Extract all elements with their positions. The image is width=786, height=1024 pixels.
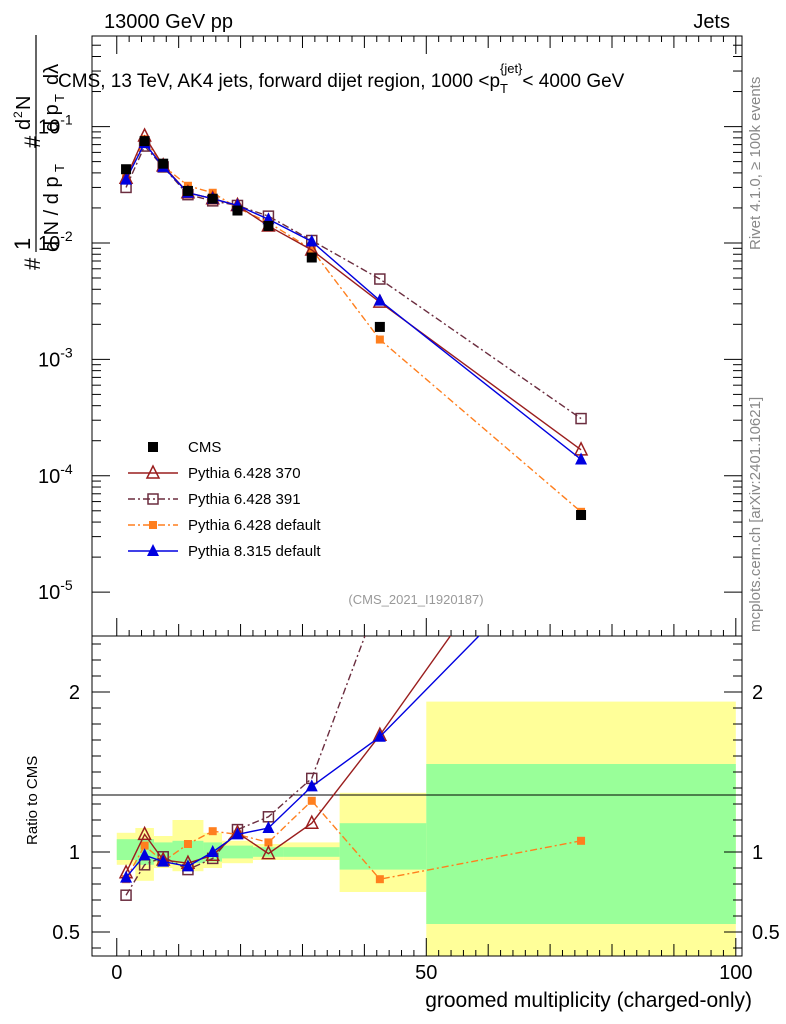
x-tick-label: 0 [111,962,122,984]
ratio-y-tick-label: 1 [69,842,80,864]
legend-label-cms: CMS [188,439,221,456]
band-inner [172,840,204,864]
ratio-line-pythia-6-428-391 [125,636,366,896]
main-point-cms [374,321,385,332]
main-point-pythia-6-428-391 [575,412,587,425]
ratio-point-pythia-8-315-default [138,848,151,861]
main-point-cms [263,220,274,231]
ratio-point-pythia-6-428-370 [304,814,319,829]
main-line-pythia-8-315-default [125,141,582,461]
ratio-y-tick-label: 2 [752,682,763,704]
ratio-line-pythia-8-315-default [125,636,480,879]
main-point-pythia-6-428-391 [374,273,386,285]
ratio-point-pythia-8-315-default [575,525,587,537]
ratio-point-pythia-8-315-default [120,870,133,883]
main-point-cms [232,205,243,216]
ratio-y-tick-label: 0.5 [752,922,780,944]
main-series [118,127,589,521]
mcplots-label: mcplots.cern.ch [arXiv:2401.10621] [747,397,764,632]
y-tick-label: 10-4 [38,461,73,488]
ratio-point-pythia-6-428-370 [137,825,152,841]
legend-marker-pythia-8-315-default [147,544,159,556]
svg-text:dλ: dλ [41,64,63,85]
main-line-pythia-6-428-370 [125,134,582,451]
ratio-point-pythia-8-315-default [181,859,194,872]
x-tick-label: 50 [415,962,437,984]
main-point-pythia-8-315-default [305,234,318,247]
main-point-cms [121,164,132,175]
analysis-id-label: (CMS_2021_I1920187) [348,592,483,607]
ratio-point-pythia-6-428-default [307,796,316,805]
legend-marker-cms [148,442,158,452]
rivet-version-label: Rivet 4.1.0, ≥ 100k events [747,77,764,250]
legend-marker-pythia-6-428-370 [145,464,161,479]
ratio-y-axis-label: Ratio to CMS [24,756,41,845]
svg-text:1: 1 [10,238,35,250]
svg-text:d N / d p: d N / d p [41,176,63,252]
y-tick-label: 10-5 [38,577,73,604]
main-point-pythia-8-315-default [575,452,588,465]
axis-ticks: 10-110-210-310-410-50 50 1000.5 0.51 12 2 [38,36,780,984]
ratio-point-pythia-6-428-default [183,840,192,848]
ratio-point-pythia-6-428-default [577,836,586,845]
main-point-cms [207,193,218,204]
ratio-point-pythia-8-315-default [305,779,318,792]
header-energy-label: 13000 GeV pp [104,11,233,33]
legend-label-pythia-6-428-370: Pythia 6.428 370 [188,465,301,482]
band-inner [339,823,427,870]
ratio-point-pythia-6-428-370 [261,844,276,860]
legend-marker-pythia-6-428-391 [147,493,159,505]
ratio-point-pythia-6-428-391 [120,889,132,901]
ratio-point-pythia-6-428-default [208,827,217,836]
ratio-point-pythia-8-315-default [206,845,219,857]
ratio-y-tick-label: 2 [69,682,80,704]
svg-text:T: T [52,94,67,102]
main-point-cms [182,185,193,196]
legend: CMS Pythia 6.428 370 Pythia 6.428 391 Pythi… [128,439,321,560]
y-tick-label: 10-3 [38,344,73,371]
ratio-point-pythia-8-315-default [157,854,170,867]
svg-text:d p: d p [41,104,63,132]
plot-title: CMS, 13 TeV, AK4 jets, forward dijet reg… [58,61,625,96]
ratio-y-tick-label: 1 [752,842,763,864]
x-axis-title: groomed multiplicity (charged-only) [425,989,752,1012]
legend-label-pythia-8-315-default: Pythia 8.315 default [188,543,321,560]
main-point-cms [158,158,169,169]
svg-text:N: N [13,96,35,110]
ratio-line-pythia-6-428-default [125,799,582,880]
svg-text:#: # [20,135,45,148]
band-inner [283,847,340,857]
main-point-pythia-8-315-default [120,172,133,185]
header-category-label: Jets [693,11,730,33]
band-inner [252,847,284,857]
ratio-point-pythia-8-315-default [231,827,244,840]
main-point-cms [139,136,150,147]
band-inner [222,845,253,859]
ratio-series [118,525,587,901]
ratio-point-pythia-6-428-default [140,841,149,850]
ratio-point-pythia-8-315-default [373,729,386,742]
y-tick-label: 10-2 [38,228,73,255]
x-tick-label: 100 [719,962,752,984]
ratio-plot-frame [91,635,743,957]
svg-text:#: # [20,257,45,270]
main-point-cms [576,510,587,521]
ratio-point-pythia-8-315-default [262,821,275,833]
ratio-y-tick-label: 0.5 [52,922,80,944]
legend-label-pythia-6-428-default: Pythia 6.428 default [188,517,321,534]
svg-text:d: d [13,119,35,130]
main-line-pythia-6-428-default [125,137,582,513]
svg-text:2: 2 [11,111,25,118]
main-y-axis-label: # 1 d N / d p T # d 2 N d p T dλ [10,35,67,270]
main-point-pythia-8-315-default [373,293,386,306]
main-point-cms [306,252,317,263]
svg-text:T: T [52,164,67,172]
y-tick-label: 10-1 [38,112,73,139]
legend-marker-pythia-6-428-default [149,521,157,529]
legend-label-pythia-6-428-391: Pythia 6.428 391 [188,491,301,508]
ratio-point-pythia-6-428-default [264,838,273,847]
ratio-point-pythia-6-428-default [375,875,384,884]
main-point-pythia-6-428-default [375,335,384,344]
